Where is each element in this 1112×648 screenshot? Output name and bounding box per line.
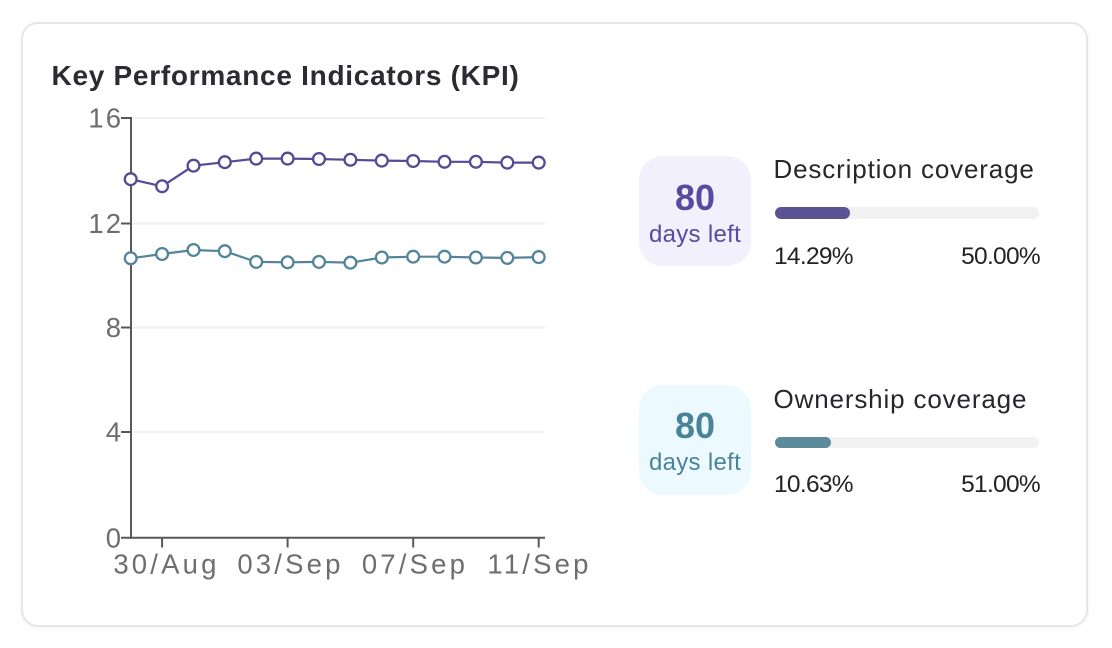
svg-text:11/Sep: 11/Sep	[487, 549, 591, 580]
svg-text:30/Aug: 30/Aug	[113, 549, 219, 580]
svg-text:0: 0	[106, 522, 123, 553]
svg-text:03/Sep: 03/Sep	[237, 549, 343, 580]
svg-text:12: 12	[88, 208, 123, 239]
svg-text:16: 16	[88, 103, 123, 134]
svg-text:8: 8	[106, 312, 123, 343]
svg-text:4: 4	[106, 417, 123, 448]
svg-text:07/Sep: 07/Sep	[362, 549, 468, 580]
